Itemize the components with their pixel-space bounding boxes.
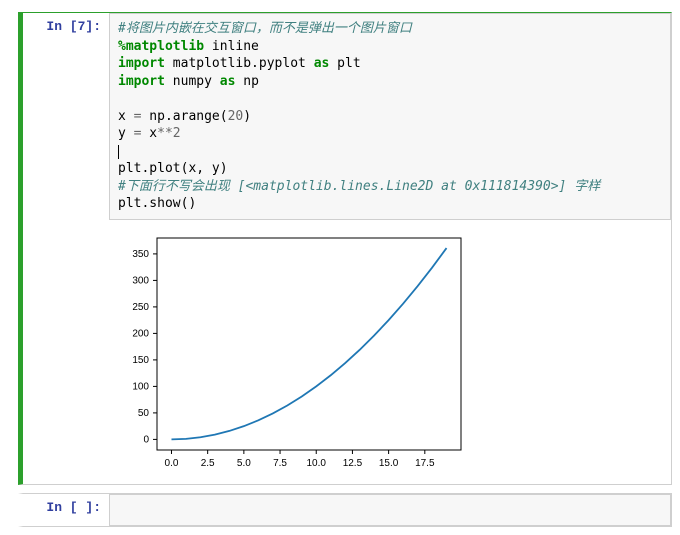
svg-text:200: 200	[132, 328, 149, 339]
text-cursor	[118, 145, 119, 159]
svg-text:0.0: 0.0	[165, 458, 179, 469]
svg-text:2.5: 2.5	[201, 458, 215, 469]
code-comment: #将图片内嵌在交互窗口，而不是弹出一个图片窗口	[118, 21, 412, 36]
svg-text:10.0: 10.0	[307, 458, 327, 469]
code-text: x	[141, 126, 157, 141]
code-text: y	[118, 126, 134, 141]
svg-text:12.5: 12.5	[343, 458, 363, 469]
svg-text:15.0: 15.0	[379, 458, 399, 469]
code-text: plt	[329, 56, 360, 71]
code-cell-7: In [7]: #将图片内嵌在交互窗口，而不是弹出一个图片窗口 %matplot…	[18, 12, 672, 485]
code-number: 20	[228, 109, 244, 124]
code-text: numpy	[165, 74, 220, 89]
code-comment: #下面行不写会出现 [<matplotlib.lines.Line2D at 0…	[118, 179, 600, 194]
cell-body: #将图片内嵌在交互窗口，而不是弹出一个图片窗口 %matplotlib inli…	[109, 13, 671, 484]
code-keyword: import	[118, 56, 165, 71]
code-text: plt.show()	[118, 196, 196, 211]
code-cell-empty: In [ ]:	[18, 493, 672, 527]
code-comment-part: [<matplotlib.lines.Line2D at 0x111814390…	[238, 179, 567, 194]
svg-text:350: 350	[132, 249, 149, 260]
code-text: inline	[204, 39, 259, 54]
cell-body	[109, 494, 671, 526]
svg-text:5.0: 5.0	[237, 458, 251, 469]
svg-text:100: 100	[132, 381, 149, 392]
svg-text:7.5: 7.5	[273, 458, 287, 469]
code-input[interactable]: #将图片内嵌在交互窗口，而不是弹出一个图片窗口 %matplotlib inli…	[109, 13, 671, 220]
code-text: np	[235, 74, 258, 89]
code-keyword: import	[118, 74, 165, 89]
output-chart: 0 50 100 150 200 250 300 350 0.0 2.5 5.0 7.5 10.0 12.…	[109, 228, 469, 476]
svg-text:50: 50	[138, 408, 150, 419]
input-prompt: In [ ]:	[23, 494, 109, 526]
code-op: **	[157, 126, 173, 141]
code-text: x	[118, 109, 134, 124]
svg-text:150: 150	[132, 355, 149, 366]
code-comment-part: 字样	[566, 179, 600, 194]
code-text: )	[243, 109, 251, 124]
code-comment-part: #下面行不写会出现	[118, 179, 238, 194]
code-text: plt.plot(x, y)	[118, 161, 228, 176]
input-prompt: In [7]:	[23, 13, 109, 484]
code-input[interactable]	[109, 494, 671, 526]
code-text: matplotlib.pyplot	[165, 56, 314, 71]
svg-text:17.5: 17.5	[415, 458, 435, 469]
svg-text:0: 0	[143, 434, 149, 445]
code-magic: %matplotlib	[118, 39, 204, 54]
code-keyword: as	[220, 74, 236, 89]
cell-output: 0 50 100 150 200 250 300 350 0.0 2.5 5.0 7.5 10.0 12.…	[109, 220, 671, 484]
code-text: np.arange(	[141, 109, 227, 124]
code-number: 2	[173, 126, 181, 141]
code-keyword: as	[314, 56, 330, 71]
svg-text:250: 250	[132, 302, 149, 313]
svg-text:300: 300	[132, 275, 149, 286]
